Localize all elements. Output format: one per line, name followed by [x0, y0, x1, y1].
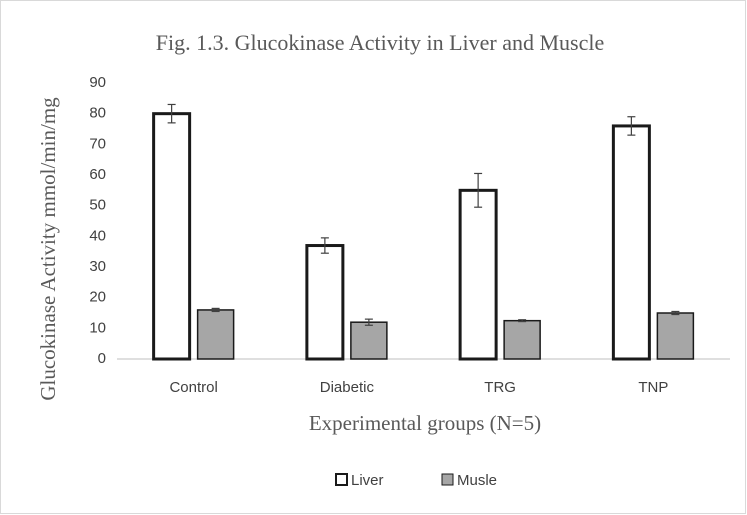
y-axis-label: Glucokinase Activity mmol/min/mg — [36, 97, 60, 401]
bar — [350, 321, 388, 360]
bar — [503, 319, 541, 360]
chart-title: Fig. 1.3. Glucokinase Activity in Liver … — [156, 30, 605, 55]
bar — [196, 309, 235, 360]
y-tick-label: 10 — [89, 319, 106, 336]
y-tick-label: 30 — [89, 258, 106, 275]
y-tick-label: 80 — [89, 105, 106, 122]
error-bar — [320, 237, 329, 254]
error-bar — [211, 307, 220, 313]
x-axis-label: Experimental groups (N=5) — [309, 411, 541, 435]
bar — [656, 312, 695, 360]
x-tick-label: Control — [169, 379, 217, 396]
bar — [611, 124, 651, 361]
y-tick-label: 0 — [98, 350, 106, 367]
error-bar — [671, 310, 680, 316]
error-bar — [364, 318, 373, 326]
bar — [458, 188, 498, 361]
legend-swatch — [441, 473, 454, 486]
y-tick-label: 90 — [89, 74, 106, 91]
error-bar — [474, 172, 483, 208]
y-tick-label: 70 — [89, 135, 106, 152]
x-tick-label: TNP — [638, 379, 668, 396]
error-bar — [627, 116, 636, 136]
x-tick-label: Diabetic — [320, 379, 375, 396]
bar — [152, 112, 192, 361]
legend-label: Musle — [457, 472, 497, 489]
y-tick-label: 40 — [89, 227, 106, 244]
error-bar — [167, 103, 176, 124]
y-tick-label: 60 — [89, 166, 106, 183]
x-tick-label: TRG — [484, 379, 516, 396]
y-tick-label: 50 — [89, 197, 106, 214]
error-bar — [518, 319, 527, 323]
legend-swatch — [335, 473, 348, 486]
y-tick-label: 20 — [89, 289, 106, 306]
legend-label: Liver — [351, 472, 384, 489]
bar — [305, 244, 345, 361]
